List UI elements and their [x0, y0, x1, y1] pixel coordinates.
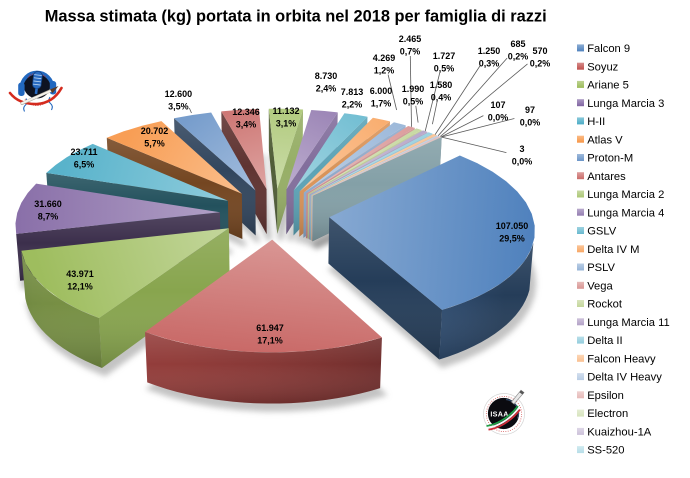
svg-text:1.580: 1.580 [430, 80, 453, 90]
svg-text:2,2%: 2,2% [342, 99, 363, 109]
svg-text:6,5%: 6,5% [74, 159, 95, 169]
svg-text:97: 97 [525, 105, 535, 115]
svg-text:1.727: 1.727 [433, 51, 456, 61]
svg-text:0,0%: 0,0% [520, 117, 541, 127]
svg-text:11.132: 11.132 [272, 106, 299, 116]
svg-text:Lunga Marcia 4: Lunga Marcia 4 [587, 207, 664, 219]
svg-text:570: 570 [532, 46, 547, 56]
svg-text:Ariane 5: Ariane 5 [587, 80, 629, 92]
svg-text:Delta IV M: Delta IV M [587, 244, 639, 256]
svg-text:Lunga Marcia 3: Lunga Marcia 3 [587, 98, 664, 110]
svg-text:Lunga Marcia 2: Lunga Marcia 2 [587, 189, 664, 201]
svg-text:0,0%: 0,0% [488, 112, 509, 122]
svg-text:17,1%: 17,1% [257, 335, 283, 345]
svg-text:12.600: 12.600 [165, 89, 193, 99]
svg-text:1.990: 1.990 [402, 84, 425, 94]
svg-text:107.050: 107.050 [496, 221, 529, 231]
svg-text:0,2%: 0,2% [508, 51, 529, 61]
svg-text:29,5%: 29,5% [499, 233, 525, 243]
svg-text:Antares: Antares [587, 171, 626, 183]
svg-text:GSLV: GSLV [587, 226, 617, 238]
svg-text:31.660: 31.660 [34, 199, 62, 209]
svg-text:0,0%: 0,0% [512, 156, 533, 166]
svg-text:Delta IV Heavy: Delta IV Heavy [587, 372, 662, 384]
svg-text:Atlas V: Atlas V [587, 134, 623, 146]
svg-text:0,4%: 0,4% [431, 92, 452, 102]
svg-text:0,3%: 0,3% [479, 58, 500, 68]
svg-text:3: 3 [519, 144, 524, 154]
svg-text:43.971: 43.971 [66, 269, 94, 279]
svg-text:ISAA: ISAA [490, 410, 508, 419]
svg-text:20.702: 20.702 [141, 126, 169, 136]
svg-text:Kuaizhou-1A: Kuaizhou-1A [587, 427, 652, 439]
svg-text:0,5%: 0,5% [434, 63, 455, 73]
svg-text:0,5%: 0,5% [403, 96, 424, 106]
svg-text:0,2%: 0,2% [530, 58, 551, 68]
svg-text:Electron: Electron [587, 408, 628, 420]
svg-text:12.346: 12.346 [232, 107, 260, 117]
svg-text:8,7%: 8,7% [38, 211, 59, 221]
svg-text:3,1%: 3,1% [276, 118, 297, 128]
svg-text:1,2%: 1,2% [374, 65, 395, 75]
svg-text:Rockot: Rockot [587, 299, 623, 311]
svg-text:6.000: 6.000 [370, 86, 393, 96]
svg-text:685: 685 [510, 39, 525, 49]
svg-text:5,7%: 5,7% [144, 138, 165, 148]
svg-text:1.250: 1.250 [478, 46, 501, 56]
svg-text:23.711: 23.711 [70, 147, 97, 157]
svg-text:Falcon Heavy: Falcon Heavy [587, 353, 656, 365]
svg-text:3,4%: 3,4% [236, 119, 257, 129]
svg-text:12,1%: 12,1% [67, 281, 93, 291]
svg-text:7.813: 7.813 [341, 87, 364, 97]
svg-text:Soyuz: Soyuz [587, 61, 618, 73]
svg-text:107: 107 [490, 100, 505, 110]
svg-text:4.269: 4.269 [373, 53, 396, 63]
svg-text:Delta II: Delta II [587, 335, 622, 347]
svg-text:Massa stimata (kg) portata in: Massa stimata (kg) portata in orbita nel… [45, 8, 547, 26]
svg-text:2.465: 2.465 [399, 34, 422, 44]
svg-text:0,7%: 0,7% [400, 46, 421, 56]
svg-text:Epsilon: Epsilon [587, 390, 624, 402]
svg-text:SS-520: SS-520 [587, 445, 624, 457]
svg-text:Proton-M: Proton-M [587, 153, 633, 165]
svg-text:Vega: Vega [587, 280, 613, 292]
svg-text:PSLV: PSLV [587, 262, 615, 274]
svg-text:2,4%: 2,4% [316, 83, 337, 93]
svg-text:8.730: 8.730 [315, 71, 338, 81]
svg-text:Lunga Marcia 11: Lunga Marcia 11 [587, 317, 670, 329]
svg-text:3,5%: 3,5% [168, 101, 189, 111]
svg-text:1,7%: 1,7% [371, 98, 392, 108]
svg-text:Falcon 9: Falcon 9 [587, 43, 630, 55]
svg-text:H-II: H-II [587, 116, 605, 128]
svg-text:61.947: 61.947 [256, 323, 284, 333]
